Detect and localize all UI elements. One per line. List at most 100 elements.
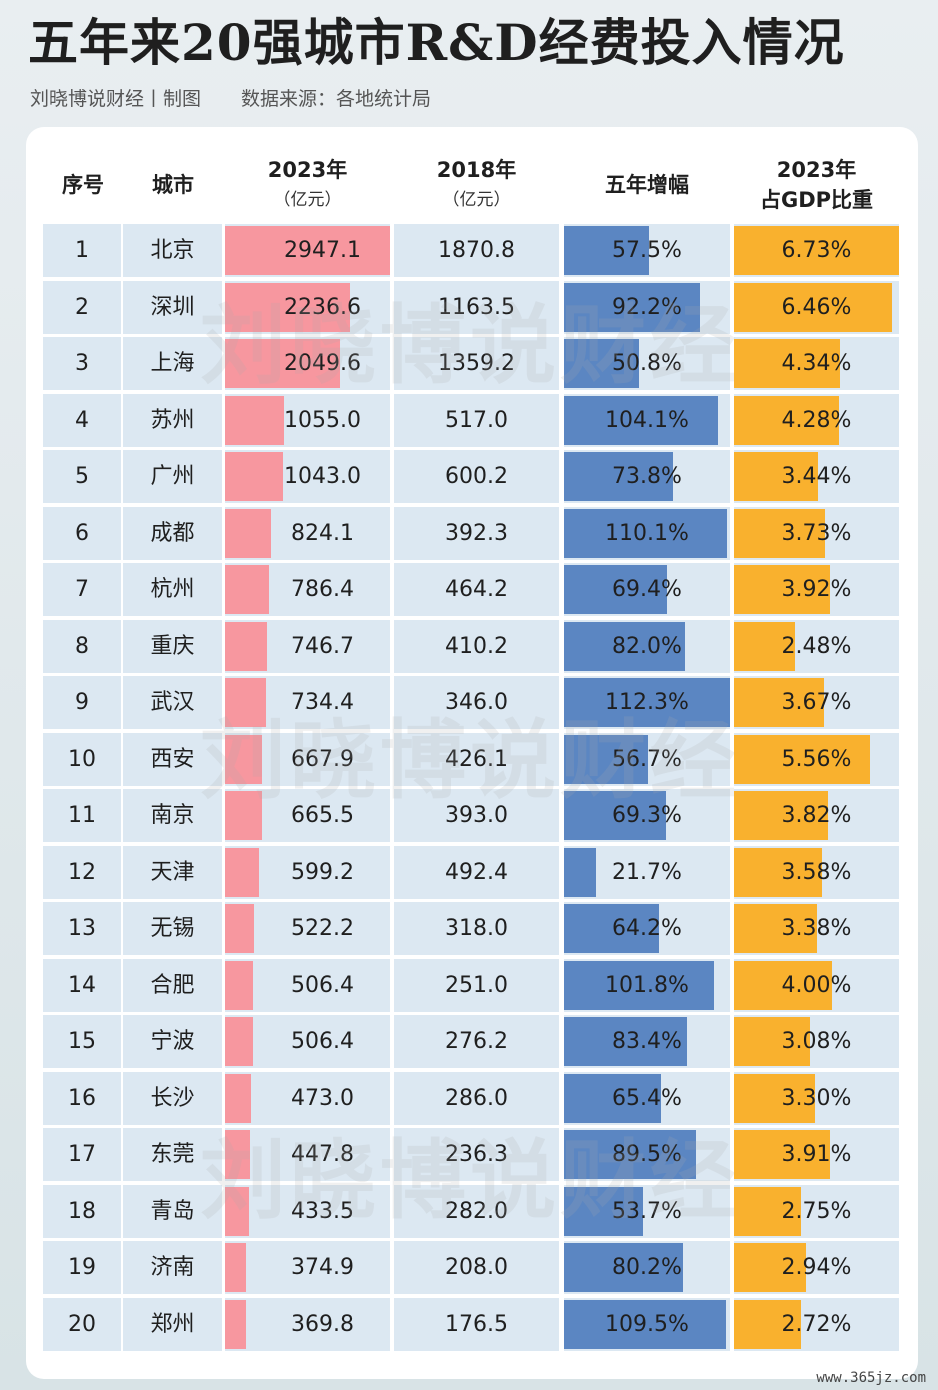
header-rank-label: 序号 [62,173,104,197]
rd2023-cell [225,1297,390,1351]
growth-bar [564,226,649,275]
city-cell: 济南 [123,1241,222,1294]
credit-text: 刘晓博说财经丨制图 [30,88,202,110]
rd2023-bar [225,226,390,275]
rank-cell: 6 [43,506,121,560]
table-row: 6 成都 824.1 392.3 110.1% 3.73% [43,506,899,560]
growth-bar [564,1130,697,1179]
gdp-share-bar [734,1243,807,1292]
gdp-share-bar [734,847,822,897]
rank-cell: 16 [43,1071,121,1125]
rd2023-bar [225,1130,251,1179]
subtitle: 刘晓博说财经丨制图 数据来源：各地统计局 [30,84,431,111]
rd2018-cell: 492.4 [394,845,559,899]
rd2023-value: 734.4 [291,690,354,715]
rank-cell: 11 [43,789,121,842]
growth-bar [564,282,701,332]
rd2023-bar [225,339,340,388]
rd2023-cell [225,1241,390,1294]
city-cell: 西安 [123,732,222,786]
rd2023-value: 506.4 [291,972,354,998]
growth-bar [564,621,686,671]
header-rd2023-unit: （亿元） [273,190,342,210]
gdp-share-bar [734,1299,801,1349]
gdp-share-value: 3.73% [781,520,852,546]
growth-bar [564,791,667,840]
rd2018-cell: 346.0 [394,676,559,729]
rank-cell: 3 [43,337,121,390]
rd2018-cell: 176.5 [394,1297,559,1351]
gdp-share-value: 6.46% [781,294,852,320]
gdp-share-bar [734,621,795,671]
rd2023-value: 786.4 [291,577,354,602]
rd2023-value: 473.0 [291,1085,354,1111]
header-gdp-share-line2: 占GDP比重 [759,188,874,212]
table-row: 5 广州 1043.0 600.2 73.8% 3.44% [43,450,899,503]
rd2023-bar [225,565,270,614]
rank-cell: 4 [43,393,121,447]
rd2018-cell: 392.3 [394,506,559,560]
city-cell: 苏州 [123,393,222,447]
rd2018-cell: 600.2 [394,450,559,503]
city-cell: 东莞 [123,1128,222,1181]
gdp-share-bar [734,395,839,445]
growth-value: 89.5% [612,1142,682,1167]
rd2023-bar [225,1243,246,1292]
rd2023-bar [225,1186,250,1236]
city-cell: 合肥 [123,958,222,1012]
growth-value: 69.4% [612,577,682,602]
table-row: 17 东莞 447.8 236.3 89.5% 3.91% [43,1128,899,1181]
growth-bar [564,452,674,501]
city-cell: 武汉 [123,676,222,729]
growth-bar [564,1243,683,1292]
rd2023-value: 667.9 [291,746,354,772]
table-row: 13 无锡 522.2 318.0 64.2% 3.38% [43,902,899,955]
growth-value: 109.5% [605,1311,689,1337]
header-gdp-share: 2023年 占GDP比重 [734,148,899,222]
header-rank: 序号 [43,148,123,222]
rd2023-bar [225,734,263,784]
gdp-share-value: 3.67% [781,690,852,715]
city-cell: 南京 [123,789,222,842]
city-cell: 成都 [123,506,222,560]
table-row: 12 天津 599.2 492.4 21.7% 3.58% [43,845,899,899]
city-cell: 北京 [123,224,222,277]
rd2023-bar [225,1017,254,1066]
growth-value: 104.1% [605,407,689,433]
rd2018-cell: 286.0 [394,1071,559,1125]
gdp-share-bar [734,565,831,614]
growth-bar [564,734,648,784]
rd2023-value: 433.5 [291,1198,354,1224]
gdp-share-value: 5.56% [781,746,852,772]
city-cell: 天津 [123,845,222,899]
rd2018-cell: 318.0 [394,902,559,955]
table-row: 3 上海 2049.6 1359.2 50.8% 4.34% [43,337,899,390]
rd2023-value: 506.4 [291,1029,354,1054]
gdp-share-value: 2.48% [781,633,852,659]
gdp-share-value: 3.58% [781,859,852,885]
growth-value: 101.8% [605,972,689,998]
rd2018-cell: 251.0 [394,958,559,1012]
rd2023-value: 824.1 [291,520,354,546]
rank-cell: 14 [43,958,121,1012]
growth-bar [564,339,640,388]
rd2018-cell: 282.0 [394,1184,559,1238]
gdp-share-bar [734,1186,802,1236]
table-row: 2 深圳 2236.6 1163.5 92.2% 6.46% [43,280,899,334]
growth-value: 110.1% [605,520,689,546]
table-row: 8 重庆 746.7 410.2 82.0% 2.48% [43,619,899,673]
rd2023-cell [225,1184,390,1238]
growth-bar [564,960,715,1010]
gdp-share-bar [734,339,841,388]
rd2023-bar [225,282,351,332]
gdp-share-value: 3.08% [781,1029,852,1054]
growth-bar [564,395,718,445]
rank-cell: 9 [43,676,121,729]
rd2023-cell [225,1071,390,1125]
city-cell: 深圳 [123,280,222,334]
header-growth: 五年增幅 [564,148,730,222]
rd2018-cell: 1163.5 [394,280,559,334]
table-row: 4 苏州 1055.0 517.0 104.1% 4.28% [43,393,899,447]
growth-value: 92.2% [612,294,682,320]
table-row: 18 青岛 433.5 282.0 53.7% 2.75% [43,1184,899,1238]
